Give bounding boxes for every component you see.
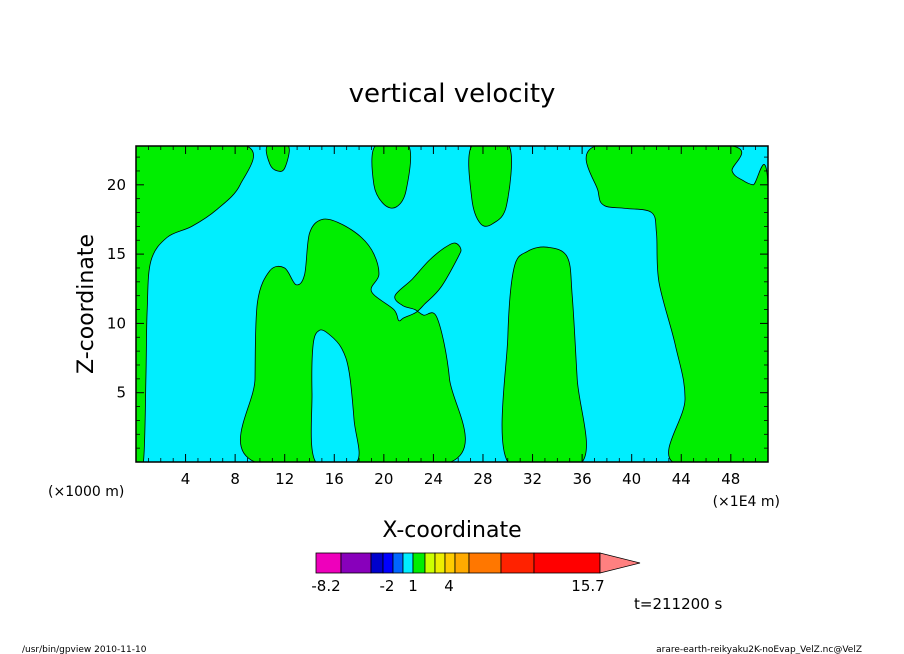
x-tick-label: 16 (325, 470, 344, 488)
y-tick-label: 20 (107, 176, 126, 194)
colorbar-label: -2 (380, 577, 395, 595)
colorbar-labels: -8.2 -2 1 4 15.7 (311, 577, 604, 595)
colorbar-segment (382, 552, 394, 574)
footer-filename: arare-earth-reikyaku2K-noEvap_VelZ.nc@Ve… (656, 645, 862, 654)
colorbar-segment (370, 552, 384, 574)
x-tick-label: 8 (230, 470, 240, 488)
x-tick-label: 32 (523, 470, 542, 488)
x-tick-label: 28 (473, 470, 492, 488)
x-tick-label: 44 (672, 470, 691, 488)
plot-frame (135, 145, 769, 463)
cyan-inner-lower (310, 329, 360, 462)
colorbar-segment (424, 552, 436, 574)
y-tick-label: 15 (107, 245, 126, 263)
green-top-center (371, 146, 412, 209)
x-unit-left-label: (×1000 m) (48, 484, 124, 500)
green-top-right-center (468, 146, 512, 227)
colorbar (315, 552, 641, 574)
footer-program: /usr/bin/gpview 2010-11-10 (22, 645, 147, 654)
chart-title: vertical velocity (349, 79, 556, 109)
x-tick-label: 20 (374, 470, 393, 488)
green-main-center (240, 218, 466, 462)
colorbar-label: 4 (444, 577, 454, 595)
y-tick-label: 5 (116, 384, 126, 402)
colorbar-segment (412, 552, 426, 574)
colorbar-label: 1 (408, 577, 418, 595)
colorbar-segment (402, 552, 414, 574)
green-left-edge (136, 146, 254, 462)
colorbar-segment (533, 552, 601, 574)
x-tick-label: 4 (181, 470, 191, 488)
x-axis-label: X-coordinate (382, 518, 521, 543)
colorbar-label: 15.7 (571, 577, 604, 595)
x-unit-right-label: (×1E4 m) (713, 494, 780, 510)
colorbar-segment (434, 552, 446, 574)
colorbar-segment (454, 552, 470, 574)
time-label: t=211200 s (634, 595, 722, 613)
colorbar-segment (444, 552, 456, 574)
colorbar-segment (315, 552, 342, 574)
x-tick-label: 48 (721, 470, 740, 488)
green-right (585, 146, 768, 462)
y-axis-ticks: 5 10 15 20 (107, 156, 768, 449)
green-center-right (501, 246, 587, 462)
colorbar-label: -8.2 (311, 577, 340, 595)
colorbar-arrow (599, 552, 641, 574)
x-tick-label: 36 (573, 470, 592, 488)
y-tick-label: 10 (107, 314, 126, 332)
x-tick-label: 24 (424, 470, 443, 488)
y-axis-label: Z-coordinate (74, 234, 99, 374)
contour-regions (136, 146, 768, 462)
colorbar-segment (340, 552, 372, 574)
green-top-center-left (265, 146, 290, 172)
colorbar-segment (392, 552, 404, 574)
x-tick-label: 40 (622, 470, 641, 488)
colorbar-segment (500, 552, 535, 574)
x-axis-ticks: 4 8 12 16 20 24 28 32 36 40 44 48 (147, 146, 769, 488)
colorbar-segment (468, 552, 502, 574)
x-tick-label: 12 (275, 470, 294, 488)
